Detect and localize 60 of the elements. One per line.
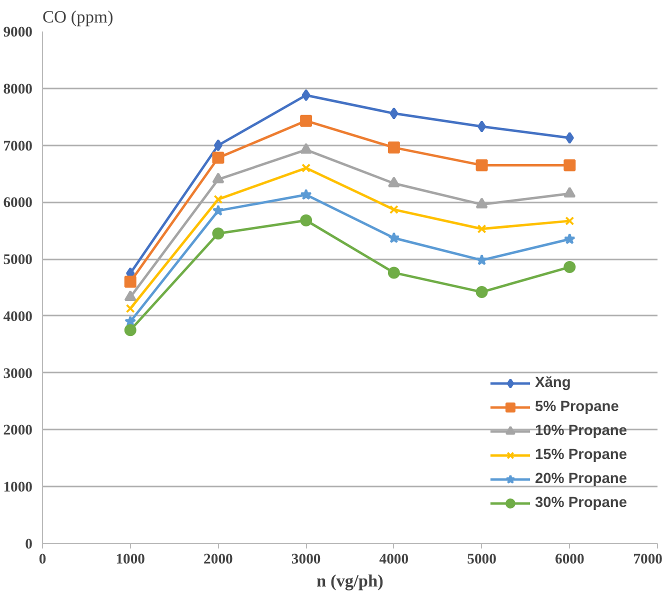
point — [214, 139, 223, 152]
point — [302, 164, 311, 173]
x-tick-label: 5000 — [467, 552, 496, 568]
y-tick-label: 6000 — [3, 195, 32, 212]
x-tick-label: 6000 — [554, 552, 584, 568]
legend-label: 20% Propane — [534, 471, 627, 487]
y-tick-label: 8000 — [3, 81, 32, 98]
point — [300, 214, 312, 226]
point — [126, 304, 135, 314]
point — [388, 266, 400, 279]
point — [565, 216, 574, 226]
x-tick-label: 4000 — [379, 552, 409, 568]
point — [300, 114, 312, 127]
y-tick-label: 2000 — [3, 422, 32, 439]
point — [476, 198, 488, 208]
point — [476, 254, 488, 266]
point — [564, 261, 576, 274]
y-tick-label: 0 — [25, 536, 32, 552]
x-axis-title: n (vg/ph) — [316, 572, 384, 590]
point — [212, 172, 224, 184]
legend-label: 5% Propane — [534, 399, 619, 415]
x-tick-label: 3000 — [291, 552, 321, 568]
legend-label: 10% Propane — [534, 423, 627, 439]
y-tick-label: 1000 — [3, 480, 32, 496]
x-tick-label: 7000 — [633, 552, 662, 568]
point — [302, 89, 310, 102]
point — [124, 276, 136, 288]
point — [388, 176, 400, 188]
point — [565, 132, 574, 144]
legend-label: Xăng — [534, 375, 571, 391]
point — [212, 204, 224, 216]
point — [564, 233, 576, 244]
legend-label: 15% Propane — [534, 447, 627, 463]
point — [564, 159, 576, 172]
y-tick-label: 4000 — [3, 308, 32, 325]
point — [124, 290, 136, 302]
y-tick-label: 7000 — [3, 138, 32, 154]
point — [390, 107, 398, 120]
point — [388, 142, 400, 154]
y-tick-label: 3000 — [3, 366, 32, 382]
point — [212, 152, 224, 164]
point — [476, 159, 488, 172]
point — [476, 286, 488, 298]
x-tick-label: 1000 — [116, 552, 146, 568]
legend-label: 30% Propane — [534, 495, 627, 511]
point — [124, 324, 136, 336]
point — [300, 188, 312, 200]
point — [389, 205, 398, 214]
point — [477, 120, 486, 133]
x-tick-label: 2000 — [204, 552, 233, 568]
y-axis-title: CO (ppm) — [42, 8, 114, 26]
y-tick-label: 9000 — [3, 24, 32, 40]
point — [214, 194, 223, 204]
x-tick-label: 0 — [38, 552, 46, 568]
point — [212, 227, 224, 240]
point — [564, 186, 576, 198]
point — [477, 224, 486, 234]
point — [388, 232, 400, 244]
point — [300, 143, 312, 154]
y-tick-label: 5000 — [3, 252, 32, 268]
